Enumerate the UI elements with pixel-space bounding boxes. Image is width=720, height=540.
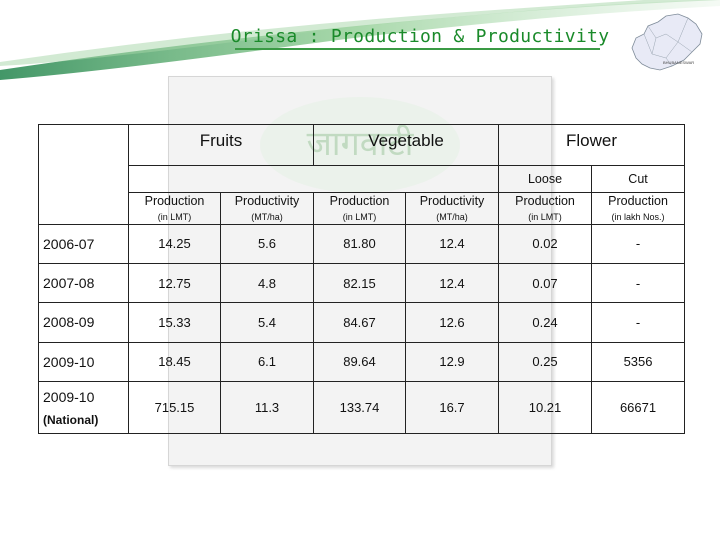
year-cell: 2008-09: [38, 302, 129, 343]
column-unit: (in lakh Nos.): [611, 212, 665, 223]
header-swoosh: [0, 0, 720, 80]
column-label: Productivity: [419, 194, 485, 209]
column-unit: (MT/ha): [251, 212, 283, 223]
map-caption: BHUBANESWAR: [663, 60, 695, 65]
value-cell: 12.9: [404, 341, 500, 383]
value-cell: 4.8: [220, 262, 314, 304]
column-label: Production: [515, 194, 575, 209]
flower-sub-loose: Loose: [498, 165, 593, 193]
value-cell: 16.7: [404, 381, 500, 434]
column-label: Production: [144, 194, 205, 209]
flower-sub-cut: Cut: [591, 165, 686, 193]
column-header: Production (in LMT): [128, 192, 221, 225]
blank-cell: [127, 165, 500, 193]
title-underline: [235, 48, 600, 50]
column-unit: (in LMT): [528, 212, 562, 223]
group-fruits: Fruits: [128, 123, 314, 167]
column-unit: (in LMT): [342, 212, 377, 223]
value-cell: 6.1: [220, 341, 314, 383]
value-cell: 14.25: [128, 223, 221, 264]
group-vegetable: Vegetable: [312, 123, 500, 167]
page-title: Orissa : Production & Productivity: [230, 26, 610, 47]
table-row: 2009-10 (National) 715.15 11.3 133.74 16.7 10.…: [38, 381, 686, 434]
table-row: 2009-10 18.45 6.1 89.64 12.9 0.25 5356: [38, 341, 686, 383]
value-cell: 11.3: [220, 381, 314, 434]
corner-cell: [38, 123, 129, 166]
value-cell: 5.4: [220, 302, 314, 343]
value-cell: 0.24: [498, 302, 593, 343]
value-cell: 12.4: [404, 262, 500, 304]
year-sublabel: (National): [43, 412, 99, 427]
table-row: 2008-09 15.33 5.4 84.67 12.6 0.24-: [38, 302, 686, 343]
year-cell: 2006-07: [38, 223, 129, 264]
production-table: Fruits Vegetable Flower Loose Cut Produc…: [38, 123, 686, 434]
value-cell: 715.15: [128, 381, 221, 434]
value-cell: -: [591, 302, 686, 343]
column-unit: (MT/ha): [436, 212, 468, 223]
column-label: Productivity: [234, 194, 300, 209]
blank-cell: [38, 165, 129, 193]
column-header: Production (in lakh Nos.): [591, 192, 686, 225]
column-label: Production: [608, 194, 668, 209]
value-cell: 0.25: [498, 341, 593, 383]
value-cell: 0.02: [498, 223, 593, 264]
column-header: Productivity (MT/ha): [220, 192, 314, 225]
value-cell: 18.45: [128, 341, 221, 383]
value-cell: 15.33: [128, 302, 221, 343]
value-cell: 82.15: [313, 262, 406, 304]
value-cell: 0.07: [498, 262, 593, 304]
value-cell: 10.21: [498, 381, 593, 434]
value-cell: 81.80: [313, 223, 406, 264]
value-cell: 12.75: [128, 262, 221, 304]
value-cell: 5356: [591, 341, 686, 383]
column-label: Production: [329, 194, 390, 209]
year-cell: 2009-10 (National): [38, 381, 129, 434]
value-cell: 89.64: [313, 341, 406, 383]
value-cell: 12.4: [404, 223, 500, 264]
value-cell: 5.6: [220, 223, 314, 264]
column-header: Production (in LMT): [498, 192, 593, 225]
value-cell: 12.6: [404, 302, 500, 343]
table-row: 2007-08 12.75 4.8 82.15 12.4 0.07-: [38, 262, 686, 304]
year-cell: 2007-08: [38, 262, 129, 304]
blank-cell: [38, 192, 129, 225]
odisha-map-icon: [631, 13, 703, 71]
year-label: 2009-10: [43, 353, 95, 370]
value-cell: -: [591, 262, 686, 304]
column-header: Productivity (MT/ha): [404, 192, 500, 225]
year-label: 2009-10: [43, 388, 95, 405]
value-cell: 66671: [591, 381, 686, 434]
column-unit: (in LMT): [157, 212, 192, 223]
year-cell: 2009-10: [38, 341, 129, 383]
value-cell: -: [591, 223, 686, 264]
value-cell: 84.67: [313, 302, 406, 343]
year-label: 2006-07: [43, 235, 95, 252]
year-label: 2008-09: [43, 314, 95, 331]
table-row: 2006-07 14.25 5.6 81.80 12.4 0.02-: [38, 223, 686, 264]
value-cell: 133.74: [313, 381, 406, 434]
group-flower: Flower: [498, 123, 686, 167]
year-label: 2007-08: [43, 275, 95, 292]
column-header: Production (in LMT): [313, 192, 406, 225]
